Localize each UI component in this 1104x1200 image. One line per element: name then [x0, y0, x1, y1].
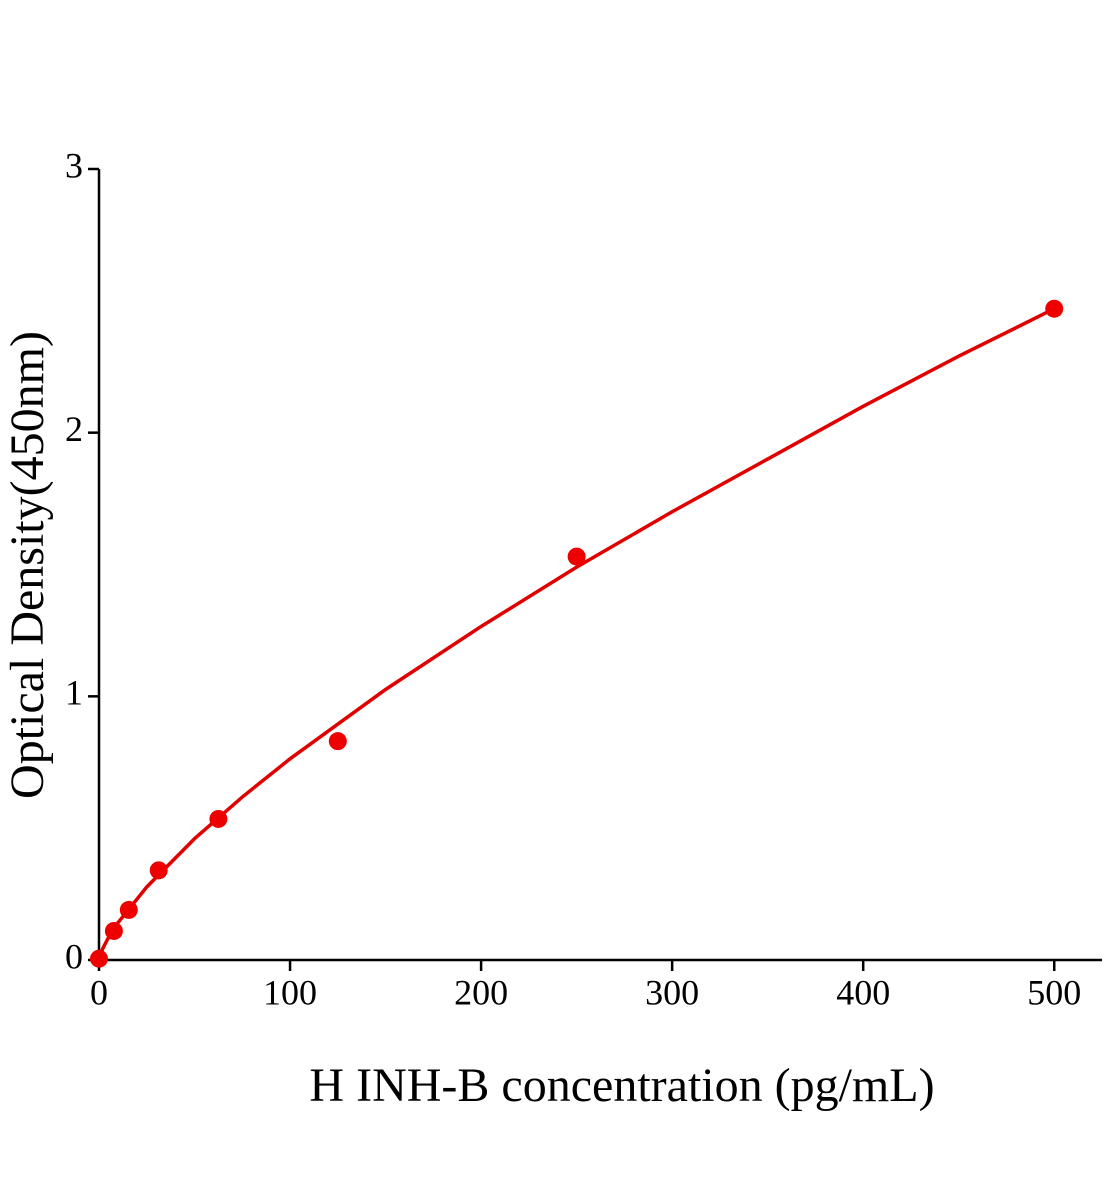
y-tick-label: 0	[65, 936, 83, 976]
x-tick-label: 500	[1027, 972, 1081, 1012]
y-tick-label: 1	[65, 673, 83, 713]
data-point	[104, 921, 123, 940]
x-tick-label: 200	[454, 972, 508, 1012]
data-point	[328, 732, 347, 751]
data-point	[1045, 299, 1064, 318]
x-tick-label: 400	[836, 972, 890, 1012]
x-tick-label: 100	[263, 972, 317, 1012]
y-axis-title: Optical Density(450nm)	[1, 331, 54, 799]
x-axis-title: H INH-B concentration (pg/mL)	[309, 1059, 934, 1112]
data-point	[209, 809, 228, 828]
fit-curve	[97, 307, 1056, 961]
data-point	[149, 861, 168, 880]
y-tick-label: 3	[65, 145, 83, 185]
x-tick-label: 300	[645, 972, 699, 1012]
data-point	[567, 547, 586, 566]
data-point	[119, 900, 138, 919]
data-point	[90, 949, 108, 968]
x-tick-label: 0	[90, 972, 108, 1012]
y-tick-label: 2	[65, 409, 83, 449]
